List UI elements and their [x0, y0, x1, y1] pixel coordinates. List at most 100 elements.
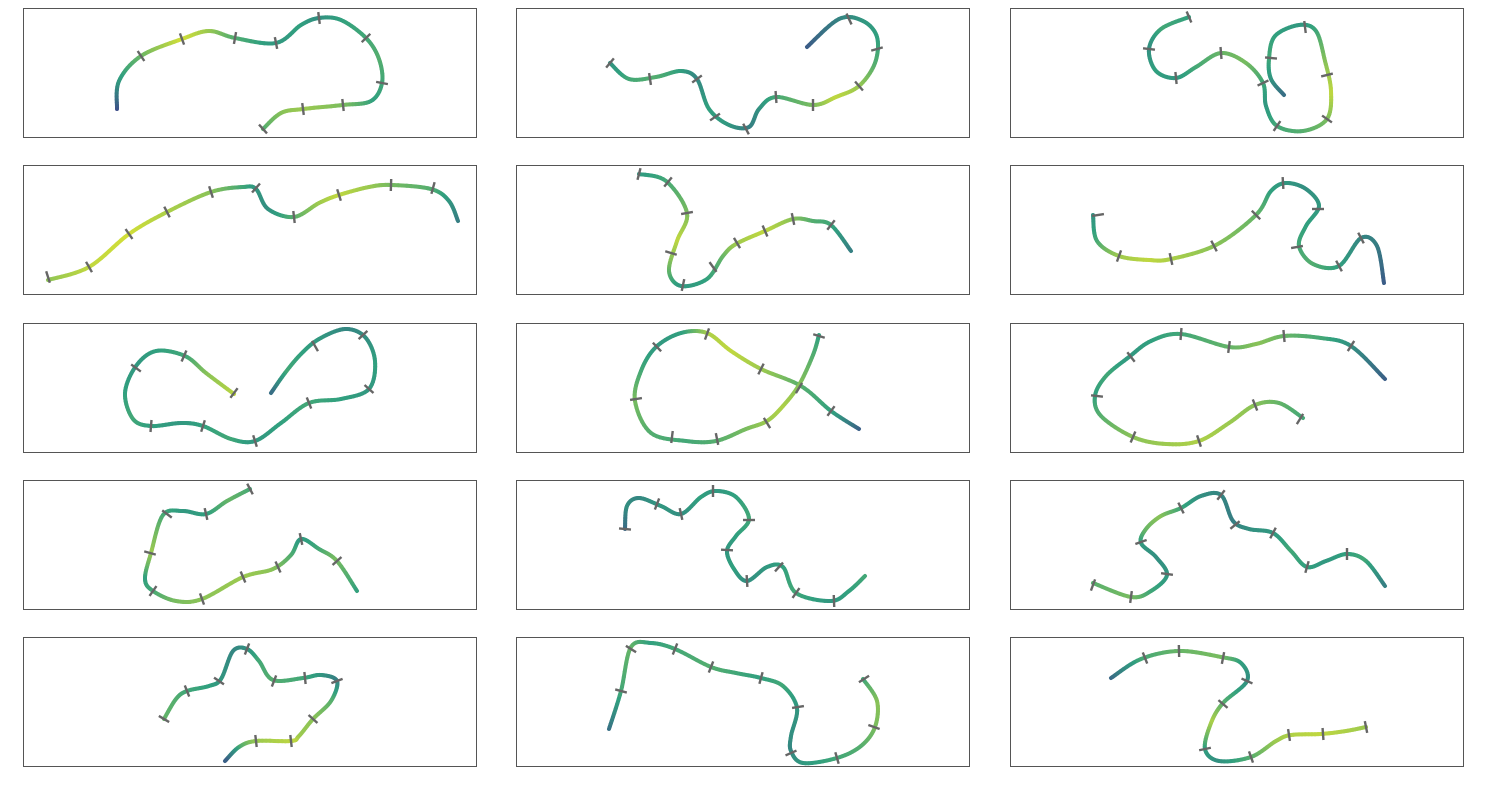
- curve-panel: [23, 165, 477, 295]
- tick-mark: [229, 387, 239, 399]
- curve-plot: [629, 327, 861, 446]
- tick-mark: [732, 237, 742, 249]
- tick-mark: [301, 102, 305, 116]
- tick-mark: [618, 527, 632, 531]
- tick-mark: [1128, 590, 1134, 604]
- curve-panel: [1010, 480, 1464, 610]
- curve-path: [637, 172, 853, 289]
- tick-mark: [1272, 120, 1282, 132]
- curve-panel: [1010, 8, 1464, 138]
- tick-mark: [331, 556, 343, 566]
- tick-mark: [1320, 72, 1334, 78]
- tick-mark: [254, 734, 258, 748]
- tick-mark: [213, 676, 225, 686]
- tick-mark: [274, 561, 282, 573]
- tick-mark: [1303, 20, 1307, 34]
- tick-mark: [292, 210, 296, 224]
- tick-mark: [812, 333, 826, 339]
- curve-plot: [158, 642, 344, 763]
- tick-mark: [1269, 527, 1277, 539]
- curve-plot: [618, 485, 867, 608]
- tick-mark: [317, 11, 321, 25]
- curve-panel: [23, 480, 477, 610]
- tick-mark: [84, 261, 94, 273]
- tick-mark: [670, 430, 674, 444]
- tick-mark: [1134, 538, 1148, 546]
- curve-segment: [847, 247, 853, 253]
- curve-path: [162, 645, 340, 763]
- curve-path: [114, 15, 385, 131]
- tick-mark: [1174, 71, 1178, 85]
- tick-mark: [1141, 651, 1149, 665]
- curve-panel: [23, 637, 477, 767]
- tick-mark: [1216, 489, 1226, 501]
- tick-mark: [45, 270, 51, 284]
- tick-mark: [720, 548, 734, 552]
- tick-mark: [678, 507, 684, 521]
- curve-path: [1091, 490, 1387, 600]
- tick-mark: [1286, 728, 1292, 742]
- tick-mark: [1126, 351, 1136, 363]
- curve-panel: [23, 8, 477, 138]
- tick-mark: [124, 228, 134, 240]
- tick-mark: [148, 585, 158, 597]
- tick-mark: [680, 278, 686, 292]
- tick-mark: [663, 176, 673, 188]
- tick-mark: [158, 714, 170, 724]
- curve-segment: [805, 43, 811, 49]
- tick-mark: [757, 363, 765, 375]
- tick-mark: [357, 330, 369, 340]
- tick-mark: [1090, 394, 1104, 398]
- tick-mark: [273, 36, 279, 50]
- tick-mark: [1281, 176, 1285, 190]
- tick-mark: [1264, 56, 1278, 60]
- tick-mark: [709, 112, 721, 122]
- tick-mark: [305, 396, 313, 410]
- curve-segment: [353, 587, 359, 593]
- tick-mark: [742, 123, 750, 135]
- tick-mark: [625, 644, 637, 654]
- tick-mark: [1185, 11, 1193, 23]
- tick-mark: [774, 561, 784, 573]
- tick-mark: [1241, 677, 1253, 685]
- curve-panel: [23, 323, 477, 453]
- curve-path: [608, 14, 881, 131]
- tick-mark: [178, 32, 186, 46]
- tick-mark: [1219, 46, 1223, 60]
- tick-mark: [375, 80, 389, 86]
- curve-path: [623, 489, 867, 604]
- tick-mark: [198, 592, 206, 606]
- tick-mark: [336, 188, 342, 202]
- tick-mark: [647, 72, 653, 86]
- tick-mark: [761, 225, 769, 237]
- curve-path: [1092, 331, 1387, 447]
- curve-segment: [862, 574, 867, 579]
- tick-mark: [1346, 340, 1356, 352]
- curve-segment: [223, 758, 228, 763]
- curve-plot: [605, 13, 884, 135]
- tick-mark: [136, 50, 146, 62]
- tick-mark: [1089, 578, 1097, 592]
- curve-panel: [516, 323, 970, 453]
- tick-mark: [1251, 398, 1259, 412]
- tick-mark: [1220, 651, 1226, 665]
- tick-mark: [289, 734, 293, 748]
- tick-mark: [708, 261, 718, 273]
- curve-path: [122, 327, 378, 445]
- tick-mark: [1304, 560, 1310, 574]
- tick-mark: [671, 642, 679, 656]
- tick-mark: [243, 642, 251, 656]
- tick-mark: [200, 419, 206, 433]
- tick-mark: [651, 341, 663, 353]
- curve-panel: [516, 480, 970, 610]
- curve-segment: [1281, 92, 1286, 97]
- tick-mark: [1195, 434, 1203, 448]
- curve-panel: [1010, 637, 1464, 767]
- curve-plot: [1109, 644, 1369, 764]
- tick-mark: [653, 497, 661, 511]
- tick-mark: [664, 250, 678, 256]
- curve-plot: [114, 11, 389, 135]
- tick-mark: [1091, 212, 1105, 218]
- tick-mark: [691, 74, 703, 84]
